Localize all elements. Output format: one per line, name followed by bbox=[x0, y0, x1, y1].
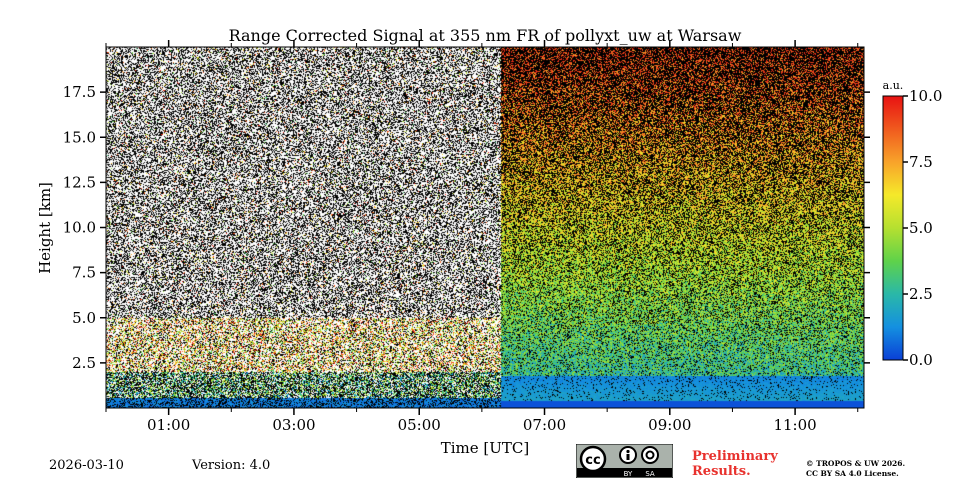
y-tick-label: 17.5 bbox=[63, 83, 96, 101]
x-tick-label: 03:00 bbox=[272, 416, 315, 434]
preliminary-line-1: Preliminary bbox=[692, 449, 778, 464]
y-tick-label: 12.5 bbox=[63, 173, 96, 191]
x-axis-label: Time [UTC] bbox=[441, 439, 530, 457]
colorbar-tick-label: 2.5 bbox=[909, 285, 933, 303]
sa-icon bbox=[641, 446, 659, 464]
by-label: BY bbox=[624, 470, 633, 478]
chart-title: Range Corrected Signal at 355 nm FR of p… bbox=[229, 26, 742, 45]
plot-area bbox=[105, 46, 865, 409]
copyright-line-2: CC BY SA 4.0 License. bbox=[806, 469, 899, 478]
colorbar-tick-label: 0.0 bbox=[909, 351, 933, 369]
signal-heatmap bbox=[106, 47, 864, 408]
colorbar: a.u. 0.0 2.5 5.0 7.5 10.0 bbox=[882, 79, 942, 369]
cc-icon bbox=[579, 445, 607, 473]
x-tick-label: 07:00 bbox=[523, 416, 566, 434]
sa-icon-arrow bbox=[645, 450, 655, 460]
colorbar-unit-label: a.u. bbox=[883, 79, 904, 92]
x-tick-label: 01:00 bbox=[147, 416, 190, 434]
footer-date: 2026-03-10 bbox=[49, 458, 124, 473]
y-tick-label: 7.5 bbox=[72, 264, 96, 282]
x-tick-label: 05:00 bbox=[398, 416, 441, 434]
colorbar-gradient bbox=[882, 95, 904, 361]
y-axis-label: Height [km] bbox=[36, 182, 54, 274]
colorbar-tick-label: 5.0 bbox=[909, 219, 933, 237]
footer-version: Version: 4.0 bbox=[192, 458, 271, 473]
x-axis: 01:00 03:00 05:00 07:00 09:00 11:00 bbox=[105, 40, 859, 434]
y-tick-label: 15.0 bbox=[63, 128, 96, 146]
colorbar-tick-label: 7.5 bbox=[909, 153, 933, 171]
y-tick-label: 2.5 bbox=[72, 354, 96, 372]
colorbar-tick-label: 10.0 bbox=[909, 87, 942, 105]
by-icon-body bbox=[626, 454, 630, 460]
y-axis: 2.5 5.0 7.5 10.0 12.5 15.0 17.5 bbox=[63, 83, 870, 372]
x-tick-label: 11:00 bbox=[773, 416, 816, 434]
cc-license-badge[interactable]: cc BY SA bbox=[576, 444, 673, 478]
preliminary-line-2: Results. bbox=[692, 464, 751, 479]
copyright-notice: © TROPOS & UW 2026. CC BY SA 4.0 License… bbox=[806, 459, 905, 479]
cc-icon-letters: cc bbox=[585, 453, 600, 468]
by-icon-head bbox=[626, 449, 630, 454]
y-tick-label: 10.0 bbox=[63, 219, 96, 237]
sa-label: SA bbox=[645, 470, 655, 478]
y-tick-label: 5.0 bbox=[72, 309, 96, 327]
x-tick-label: 09:00 bbox=[648, 416, 691, 434]
copyright-line-1: © TROPOS & UW 2026. bbox=[806, 459, 906, 468]
preliminary-notice: Preliminary Results. bbox=[692, 449, 778, 479]
